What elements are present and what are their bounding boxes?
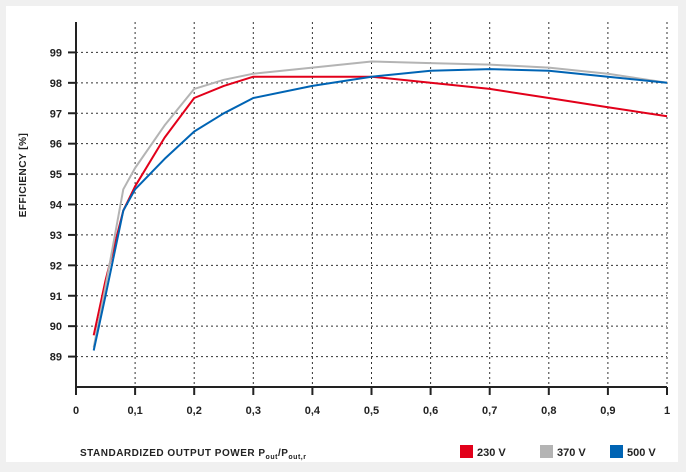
x-tick-label-5: 0,5	[364, 405, 379, 417]
x-tick-label-8: 0,8	[541, 405, 556, 417]
y-tick-label-1: 90	[50, 321, 62, 333]
x-axis-label-mid: /P	[278, 448, 288, 459]
y-tick-label-5: 94	[50, 200, 63, 212]
x-tick-label-4: 0,4	[305, 405, 321, 417]
x-tick-label-9: 0,9	[600, 405, 615, 417]
x-axis-label-main: STANDARDIZED OUTPUT POWER P	[80, 448, 266, 459]
x-tick-label-10: 1	[664, 405, 670, 417]
y-tick-label-6: 95	[50, 169, 62, 181]
x-axis-label-sub2: out,r	[288, 454, 306, 461]
y-tick-label-10: 99	[50, 47, 62, 59]
x-tick-label-6: 0,6	[423, 405, 438, 417]
legend-swatch-0	[460, 445, 473, 458]
x-tick-label-2: 0,2	[187, 405, 202, 417]
series-line-500v	[92, 68, 668, 351]
y-tick-label-8: 97	[50, 108, 62, 120]
y-tick-label-2: 91	[50, 291, 62, 303]
x-tick-label-0: 0	[73, 405, 79, 417]
legend: 230 V 370 V 500 V	[460, 445, 656, 459]
y-tick-label-9: 98	[50, 78, 62, 90]
y-tick-label-4: 93	[50, 230, 62, 242]
y-axis-label: EFFICIENCY [%]	[18, 133, 29, 218]
series-line-370v	[92, 60, 668, 348]
legend-label-1: 370 V	[557, 447, 586, 459]
x-axis-label-sub1: out	[266, 454, 279, 461]
legend-swatch-1	[540, 445, 553, 458]
y-tick-label-3: 92	[50, 260, 62, 272]
y-tick-label-0: 89	[50, 352, 62, 364]
x-tick-label-7: 0,7	[482, 405, 497, 417]
x-tick-label-1: 0,1	[127, 405, 142, 417]
x-tick-label-3: 0,3	[246, 405, 261, 417]
x-axis-label: STANDARDIZED OUTPUT POWER Pout/Pout,r	[80, 448, 306, 461]
legend-label-0: 230 V	[477, 447, 506, 459]
tick-labels: 89 90 91 92 93 94 95 96 97 98 99 0 0,1 0,2 0,3 0,4 0,5 0,…	[50, 47, 670, 417]
axes	[68, 22, 668, 395]
y-tick-label-7: 96	[50, 139, 62, 151]
series-lines	[92, 60, 668, 351]
legend-label-2: 500 V	[627, 447, 656, 459]
legend-swatch-2	[610, 445, 623, 458]
